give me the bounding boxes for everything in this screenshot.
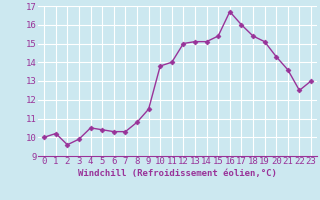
X-axis label: Windchill (Refroidissement éolien,°C): Windchill (Refroidissement éolien,°C) [78,169,277,178]
